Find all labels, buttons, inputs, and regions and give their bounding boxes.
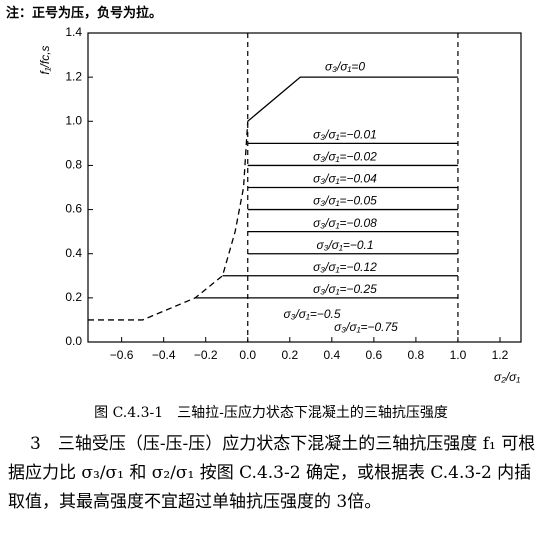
annotation: σ₃/σ₁=−0.75	[334, 320, 398, 334]
y-tick-label: 0.6	[65, 202, 82, 216]
series-label: σ₃/σ₁=0	[325, 59, 365, 73]
x-tick-label: −0.6	[110, 348, 134, 362]
series-label: σ₃/σ₁=−0.08	[313, 216, 377, 230]
series-label: σ₃/σ₁=−0.04	[313, 172, 377, 186]
series-label: σ₃/σ₁=−0.01	[313, 128, 377, 142]
caption: 图 C.4.3-1 三轴拉-压应力状态下混凝土的三轴抗压强度	[94, 405, 448, 421]
series-label: σ₃/σ₁=−0.1	[316, 238, 373, 252]
series-line	[88, 121, 249, 321]
x-tick-label: 0.6	[366, 348, 383, 362]
x-tick-label: 1.0	[450, 348, 467, 362]
x-tick-label: 0.0	[239, 348, 256, 362]
y-axis-label: f₁/fc,s	[38, 45, 52, 74]
y-tick-label: 0.0	[65, 334, 82, 348]
plot-frame	[87, 32, 522, 343]
series-label: σ₃/σ₁=−0.12	[313, 260, 377, 274]
x-tick-label: 0.4	[323, 348, 340, 362]
x-tick-label: −0.4	[152, 348, 176, 362]
series-label: σ₃/σ₁=−0.05	[313, 194, 377, 208]
y-tick-label: 0.8	[65, 158, 82, 172]
y-tick-label: 1.0	[65, 113, 82, 127]
y-tick-label: 1.2	[65, 69, 82, 83]
x-tick-label: −0.2	[194, 348, 218, 362]
y-tick-label: 1.4	[65, 25, 82, 39]
annotation: σ₃/σ₁=−0.5	[283, 307, 340, 321]
y-tick-label: 0.2	[65, 290, 82, 304]
y-tick-label: 0.4	[65, 246, 82, 260]
series-label: σ₃/σ₁=−0.25	[313, 282, 377, 296]
x-axis-label: σ₂/σ₁	[494, 370, 520, 384]
x-tick-label: 1.2	[492, 348, 509, 362]
paragraph: 3 三轴受压（压-压-压）应力状态下混凝土的三轴抗压强度 f₁ 可根据应力比 σ…	[8, 434, 536, 512]
note: 注：正号为压，负号为拉。	[6, 6, 163, 21]
chart: −0.6 −0.4 −0.2 0.0 0.2 0.4 0.6 0.8 1.0 1.2 0.0 0.2 0…	[38, 25, 522, 384]
x-tick-label: 0.2	[281, 348, 298, 362]
series-line	[247, 76, 458, 122]
series-label: σ₃/σ₁=−0.02	[313, 150, 377, 164]
x-tick-label: 0.8	[408, 348, 425, 362]
